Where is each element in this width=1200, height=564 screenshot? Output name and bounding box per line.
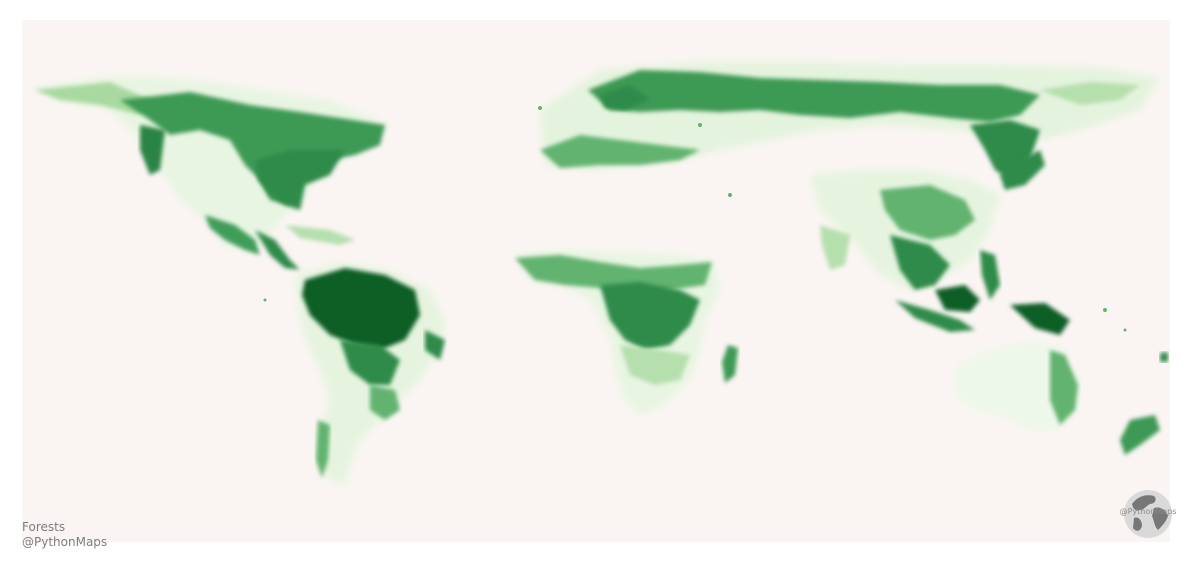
map-title: Forests — [22, 520, 66, 534]
globe-icon — [1124, 490, 1172, 538]
map-caption: Forests @PythonMaps — [22, 520, 107, 550]
south-america-forest — [295, 262, 445, 485]
pythonmaps-logo: @PythonMaps — [1120, 486, 1176, 542]
logo-text: @PythonMaps — [1119, 507, 1177, 516]
forest-map — [30, 62, 1168, 485]
oceania-forest — [955, 340, 1168, 455]
map-frame — [22, 20, 1170, 542]
asia-forest — [810, 150, 1070, 335]
africa-forest — [515, 250, 738, 415]
forest-specks — [263, 106, 1127, 332]
eurasia-forest — [540, 62, 1160, 180]
author-handle: @PythonMaps — [22, 535, 108, 549]
north-america-forest — [30, 75, 390, 270]
